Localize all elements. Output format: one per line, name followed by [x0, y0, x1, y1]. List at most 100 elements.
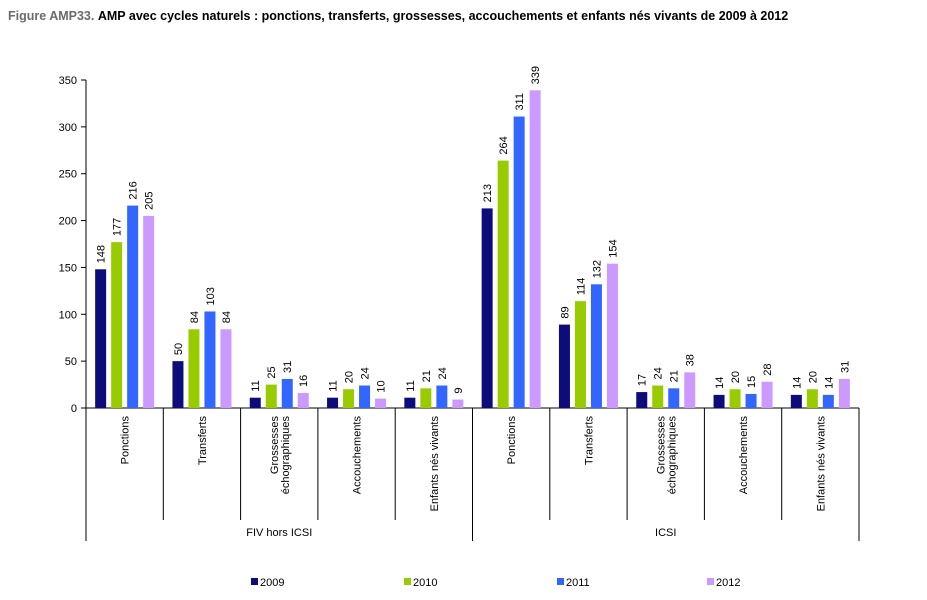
bar-2011 [513, 116, 525, 408]
category-label: Grossesses [655, 416, 667, 475]
data-label: 31 [282, 361, 294, 373]
data-label: 213 [482, 184, 494, 202]
data-label: 84 [189, 311, 201, 323]
figure-number: Figure AMP33. [8, 9, 95, 23]
bar-2010 [343, 389, 355, 408]
category-label: échographiques [666, 416, 678, 495]
legend-label: 2012 [716, 577, 740, 589]
bar-2011 [668, 388, 680, 408]
category-label: Accouchements [738, 416, 750, 495]
data-label: 14 [714, 377, 726, 389]
y-tick-label: 300 [59, 122, 77, 134]
legend-label: 2011 [566, 577, 590, 589]
category-label: Enfants nés vivants [815, 416, 827, 512]
y-tick-label: 250 [59, 169, 77, 181]
bar-2010 [806, 389, 818, 408]
bar-2012 [220, 329, 232, 408]
data-label: 11 [405, 380, 417, 391]
data-label: 264 [498, 136, 510, 154]
bar-2010 [265, 384, 277, 408]
group-label: FIV hors ICSI [246, 527, 312, 539]
bar-2011 [204, 311, 216, 408]
legend: 2009 2010 2011 2012 [251, 577, 740, 589]
data-label: 132 [591, 260, 603, 278]
data-label: 154 [607, 239, 619, 257]
data-label: 9 [453, 387, 465, 393]
data-label: 24 [360, 367, 372, 379]
bar-2011 [745, 393, 757, 408]
bar-2012 [606, 263, 618, 408]
bar-2010 [188, 329, 200, 408]
y-tick-label: 150 [59, 262, 77, 274]
category-label: Enfants nés vivants [429, 416, 441, 512]
group-label: ICSI [655, 527, 676, 539]
plot-area: 0 50 100 150 200 250 300 350 148 177 216 205 Ponctio… [59, 66, 860, 541]
category-label: Grossesses [269, 416, 281, 475]
bar-2011 [436, 385, 448, 408]
data-label: 50 [173, 343, 185, 355]
data-label: 31 [839, 361, 851, 373]
data-label: 24 [437, 367, 449, 379]
bar-2009 [249, 397, 261, 408]
legend-label: 2010 [413, 577, 437, 589]
category-label: Transferts [197, 416, 209, 466]
category-label: échographiques [280, 416, 292, 495]
category-label: Ponctions [120, 416, 132, 465]
bar-2009 [558, 324, 570, 408]
bar-2009 [481, 208, 493, 408]
category-label: Transferts [583, 416, 595, 466]
data-label: 28 [762, 364, 774, 376]
bar-2011 [822, 394, 834, 408]
bar-2010 [574, 301, 586, 408]
bar-2009 [327, 397, 339, 408]
bar-2012 [297, 393, 309, 408]
data-label: 14 [791, 377, 803, 389]
figure-title: AMP avec cycles naturels : ponctions, tr… [97, 9, 789, 23]
data-label: 205 [144, 192, 156, 210]
bar-2009 [790, 394, 802, 408]
data-label: 20 [807, 371, 819, 383]
bar-2012 [761, 381, 773, 408]
legend-swatch-2010 [404, 578, 411, 585]
data-label: 177 [112, 218, 124, 236]
data-label: 38 [685, 354, 697, 366]
bar-2012 [452, 399, 464, 408]
bar-2012 [838, 378, 850, 408]
data-label: 14 [823, 377, 835, 389]
data-label: 16 [298, 375, 310, 387]
data-label: 25 [266, 366, 278, 378]
data-label: 24 [653, 367, 665, 379]
bar-2010 [729, 389, 741, 408]
legend-label: 2009 [260, 577, 284, 589]
bar-2012 [684, 372, 696, 408]
bar-2009 [636, 392, 648, 408]
legend-swatch-2011 [557, 578, 564, 585]
data-label: 21 [421, 370, 433, 382]
bar-2011 [127, 205, 139, 408]
bar-2011 [281, 378, 293, 408]
category-label: Ponctions [506, 416, 518, 465]
y-tick-label: 350 [59, 75, 77, 87]
data-label: 10 [376, 380, 388, 392]
y-tick-label: 0 [71, 403, 77, 415]
bar-2012 [143, 215, 155, 408]
data-label: 20 [730, 371, 742, 383]
data-label: 103 [205, 287, 217, 305]
bar-2010 [111, 242, 123, 408]
y-tick-label: 50 [65, 356, 77, 368]
bar-2009 [713, 394, 725, 408]
bar-2009 [172, 361, 184, 408]
data-label: 89 [559, 306, 571, 318]
bar-2009 [404, 397, 416, 408]
data-label: 21 [669, 370, 681, 382]
data-label: 216 [128, 181, 140, 199]
data-label: 84 [221, 311, 233, 323]
bar-2011 [359, 385, 371, 408]
data-label: 148 [96, 245, 108, 263]
legend-swatch-2009 [251, 578, 258, 585]
data-label: 15 [746, 376, 758, 388]
category-label: Accouchements [352, 416, 364, 495]
bar-2010 [652, 385, 664, 408]
data-label: 311 [514, 93, 526, 111]
